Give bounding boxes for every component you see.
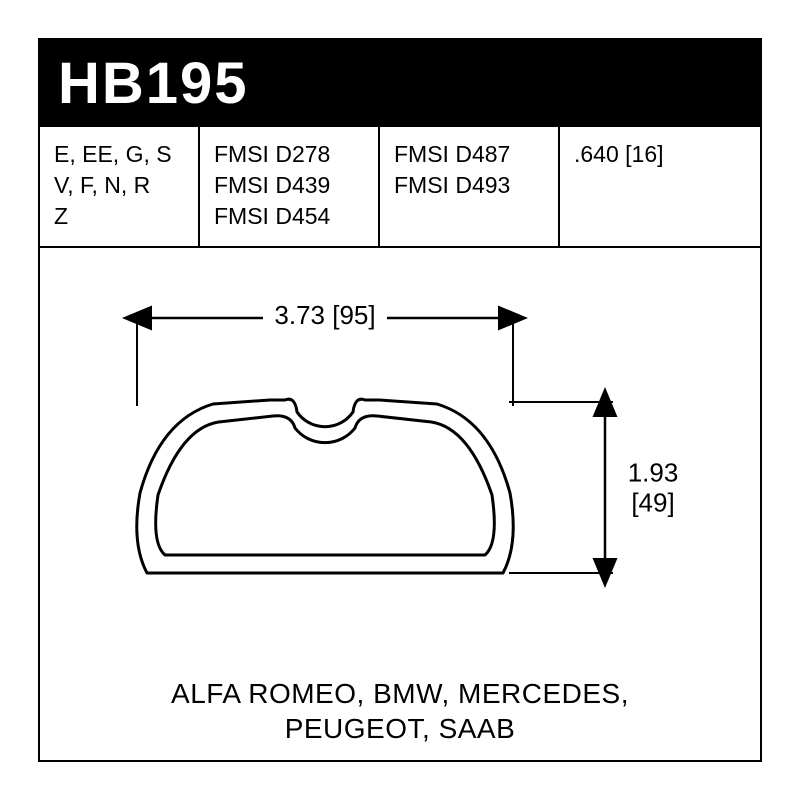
- spec-cell: E, EE, G, S: [54, 139, 184, 170]
- specs-table: E, EE, G, S V, F, N, R Z FMSI D278 FMSI …: [40, 127, 760, 248]
- spec-cell: FMSI D487: [394, 139, 544, 170]
- spec-cell: FMSI D454: [214, 201, 364, 232]
- footer-line: PEUGEOT, SAAB: [60, 711, 740, 746]
- specs-col-compounds: E, EE, G, S V, F, N, R Z: [40, 127, 200, 246]
- part-number-header: HB195: [40, 40, 760, 127]
- brake-pad-diagram: 3.73 [95] 1.93[49]: [40, 248, 760, 668]
- svg-text:3.73 [95]: 3.73 [95]: [274, 300, 375, 330]
- part-number: HB195: [58, 51, 249, 116]
- svg-text:[49]: [49]: [631, 488, 674, 518]
- specs-col-fmsi-b: FMSI D487 FMSI D493: [380, 127, 560, 246]
- spec-cell: FMSI D493: [394, 170, 544, 201]
- specs-col-fmsi-a: FMSI D278 FMSI D439 FMSI D454: [200, 127, 380, 246]
- specs-col-thickness: .640 [16]: [560, 127, 760, 246]
- spec-cell: V, F, N, R: [54, 170, 184, 201]
- spec-cell: FMSI D439: [214, 170, 364, 201]
- footer-line: ALFA ROMEO, BMW, MERCEDES,: [60, 676, 740, 711]
- svg-text:1.93: 1.93: [628, 458, 679, 488]
- spec-cell: .640 [16]: [574, 139, 746, 170]
- spec-cell: Z: [54, 201, 184, 232]
- spec-card: HB195 E, EE, G, S V, F, N, R Z FMSI D278…: [38, 38, 762, 762]
- vehicle-makes: ALFA ROMEO, BMW, MERCEDES, PEUGEOT, SAAB: [40, 668, 760, 760]
- spec-cell: FMSI D278: [214, 139, 364, 170]
